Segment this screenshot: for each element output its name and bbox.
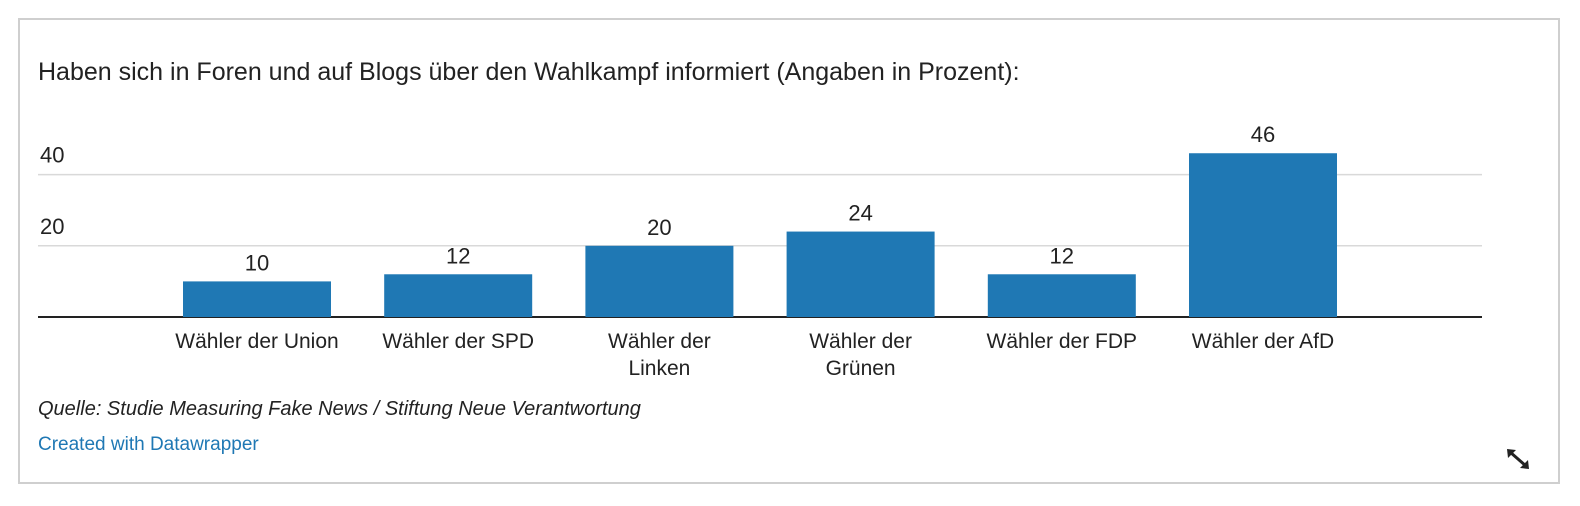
category-label-2: Wähler der Linken [608, 330, 711, 380]
label-layer: 20 40 10 Wähler der Union 12 Wähler der SPD 20… [40, 122, 1334, 380]
chart-title: Haben sich in Foren und auf Blogs über d… [38, 58, 1020, 86]
bar-5 [1189, 153, 1337, 317]
category-label-line: Wähler der FDP [987, 330, 1138, 353]
value-label-0: 10 [245, 250, 269, 275]
y-tick-label-40: 40 [40, 143, 64, 168]
bar-1 [384, 274, 533, 317]
value-label-2: 20 [647, 215, 671, 240]
category-label-line: Grünen [826, 357, 896, 380]
category-label-3: Wähler der Grünen [809, 330, 912, 380]
bar-2 [585, 245, 734, 317]
value-label-1: 12 [446, 243, 470, 268]
bar-0 [183, 281, 331, 317]
bar-layer [183, 153, 1337, 317]
category-label-0: Wähler der Union [175, 330, 338, 353]
category-label-line: Wähler der [809, 330, 912, 353]
bar-3 [786, 231, 935, 317]
value-label-3: 24 [848, 201, 872, 226]
resize-diagonal-icon[interactable] [1505, 448, 1531, 470]
category-label-1: Wähler der SPD [382, 330, 534, 353]
value-label-4: 12 [1050, 243, 1074, 268]
category-label-line: Wähler der SPD [382, 330, 534, 353]
datawrapper-credit-link[interactable]: Created with Datawrapper [38, 434, 259, 455]
category-label-line: Wähler der AfD [1192, 330, 1334, 353]
category-label-5: Wähler der AfD [1192, 330, 1334, 353]
value-label-5: 46 [1251, 122, 1275, 147]
bar-4 [987, 274, 1136, 317]
category-label-4: Wähler der FDP [987, 330, 1138, 353]
category-label-line: Wähler der Union [175, 330, 338, 353]
category-label-line: Linken [628, 357, 690, 380]
y-tick-label-20: 20 [40, 214, 64, 239]
category-label-line: Wähler der [608, 330, 711, 353]
source-note: Quelle: Studie Measuring Fake News / Sti… [38, 398, 641, 420]
